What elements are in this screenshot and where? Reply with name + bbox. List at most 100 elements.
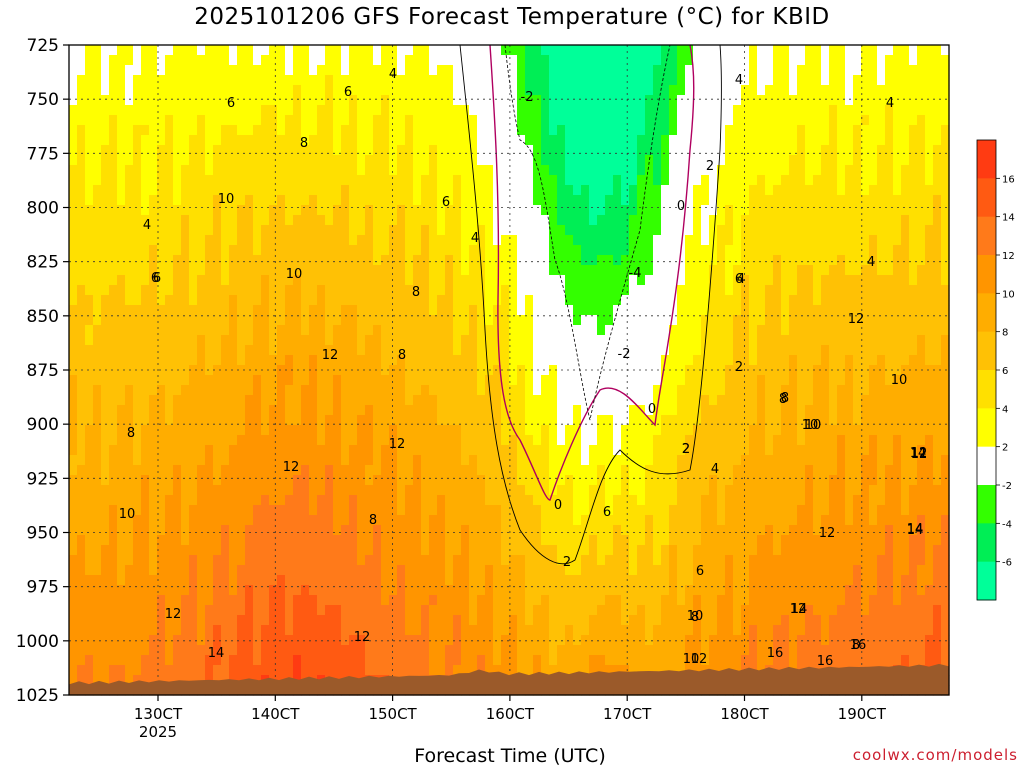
fill-cell bbox=[485, 185, 494, 196]
fill-cell bbox=[125, 505, 134, 516]
fill-cell bbox=[477, 655, 486, 666]
fill-cell bbox=[485, 505, 494, 516]
fill-cell bbox=[349, 245, 358, 256]
fill-cell bbox=[317, 415, 326, 426]
fill-cell bbox=[589, 305, 598, 316]
fill-cell bbox=[557, 85, 566, 96]
fill-cell bbox=[277, 345, 286, 356]
fill-cell bbox=[549, 435, 558, 446]
fill-cell bbox=[125, 345, 134, 356]
fill-cell bbox=[501, 195, 510, 206]
fill-cell bbox=[229, 635, 238, 646]
fill-cell bbox=[453, 405, 462, 416]
fill-cell bbox=[197, 405, 206, 416]
fill-cell bbox=[101, 425, 110, 436]
fill-cell bbox=[261, 175, 270, 186]
fill-cell bbox=[597, 595, 606, 606]
fill-cell bbox=[549, 345, 558, 356]
fill-cell bbox=[397, 575, 406, 586]
fill-cell bbox=[613, 415, 622, 426]
fill-cell bbox=[373, 85, 382, 96]
fill-cell bbox=[541, 275, 550, 286]
fill-cell bbox=[485, 65, 494, 76]
fill-cell bbox=[493, 275, 502, 286]
fill-cell bbox=[653, 485, 662, 496]
fill-cell bbox=[621, 65, 630, 76]
fill-cell bbox=[525, 545, 534, 556]
fill-cell bbox=[413, 535, 422, 546]
fill-cell bbox=[389, 125, 398, 136]
fill-cell bbox=[237, 225, 246, 236]
fill-cell bbox=[469, 225, 478, 236]
fill-cell bbox=[133, 665, 142, 676]
fill-cell bbox=[365, 65, 374, 76]
fill-cell bbox=[189, 545, 198, 556]
fill-cell bbox=[629, 605, 638, 616]
fill-cell bbox=[421, 425, 430, 436]
fill-cell bbox=[229, 65, 238, 76]
fill-cell bbox=[301, 205, 310, 216]
fill-cell bbox=[669, 605, 678, 616]
fill-cell bbox=[293, 555, 302, 566]
fill-cell bbox=[581, 65, 590, 76]
fill-cell bbox=[349, 555, 358, 566]
fill-cell bbox=[301, 595, 310, 606]
fill-cell bbox=[517, 75, 526, 86]
fill-cell bbox=[557, 505, 566, 516]
fill-cell bbox=[229, 445, 238, 456]
fill-cell bbox=[461, 405, 470, 416]
fill-cell bbox=[677, 585, 686, 596]
fill-cell bbox=[77, 135, 86, 146]
fill-cell bbox=[429, 55, 438, 66]
fill-cell bbox=[245, 645, 254, 656]
fill-cell bbox=[293, 115, 302, 126]
fill-cell bbox=[285, 665, 294, 676]
fill-cell bbox=[85, 55, 94, 66]
fill-cell bbox=[117, 675, 126, 686]
fill-cell bbox=[365, 595, 374, 606]
fill-cell bbox=[261, 145, 270, 156]
fill-cell bbox=[621, 605, 630, 616]
fill-cell bbox=[173, 315, 182, 326]
fill-cell bbox=[101, 535, 110, 546]
fill-cell bbox=[157, 45, 166, 56]
fill-cell bbox=[269, 115, 278, 126]
fill-cell bbox=[381, 455, 390, 466]
fill-cell bbox=[293, 545, 302, 556]
fill-cell bbox=[677, 95, 686, 106]
fill-cell bbox=[461, 505, 470, 516]
fill-cell bbox=[109, 485, 118, 496]
fill-cell bbox=[253, 45, 262, 56]
fill-cell bbox=[221, 255, 230, 266]
fill-cell bbox=[205, 245, 214, 256]
fill-cell bbox=[333, 275, 342, 286]
fill-cell bbox=[317, 435, 326, 446]
fill-cell bbox=[589, 455, 598, 466]
fill-cell bbox=[453, 465, 462, 476]
fill-cell bbox=[525, 265, 534, 276]
fill-cell bbox=[245, 425, 254, 436]
fill-cell bbox=[437, 315, 446, 326]
fill-cell bbox=[397, 55, 406, 66]
fill-cell bbox=[389, 605, 398, 616]
fill-cell bbox=[101, 255, 110, 266]
fill-cell bbox=[365, 385, 374, 396]
fill-cell bbox=[477, 395, 486, 406]
fill-cell bbox=[421, 375, 430, 386]
fill-cell bbox=[317, 505, 326, 516]
fill-cell bbox=[389, 485, 398, 496]
fill-cell bbox=[637, 425, 646, 436]
fill-cell bbox=[317, 375, 326, 386]
fill-cell bbox=[301, 155, 310, 166]
fill-cell bbox=[517, 535, 526, 546]
fill-cell bbox=[605, 45, 614, 56]
fill-cell bbox=[157, 665, 166, 676]
fill-cell bbox=[117, 605, 126, 616]
fill-cell bbox=[261, 425, 270, 436]
fill-cell bbox=[309, 565, 318, 576]
fill-cell bbox=[109, 155, 118, 166]
fill-cell bbox=[269, 535, 278, 546]
fill-cell bbox=[421, 355, 430, 366]
fill-cell bbox=[501, 65, 510, 76]
fill-cell bbox=[437, 185, 446, 196]
